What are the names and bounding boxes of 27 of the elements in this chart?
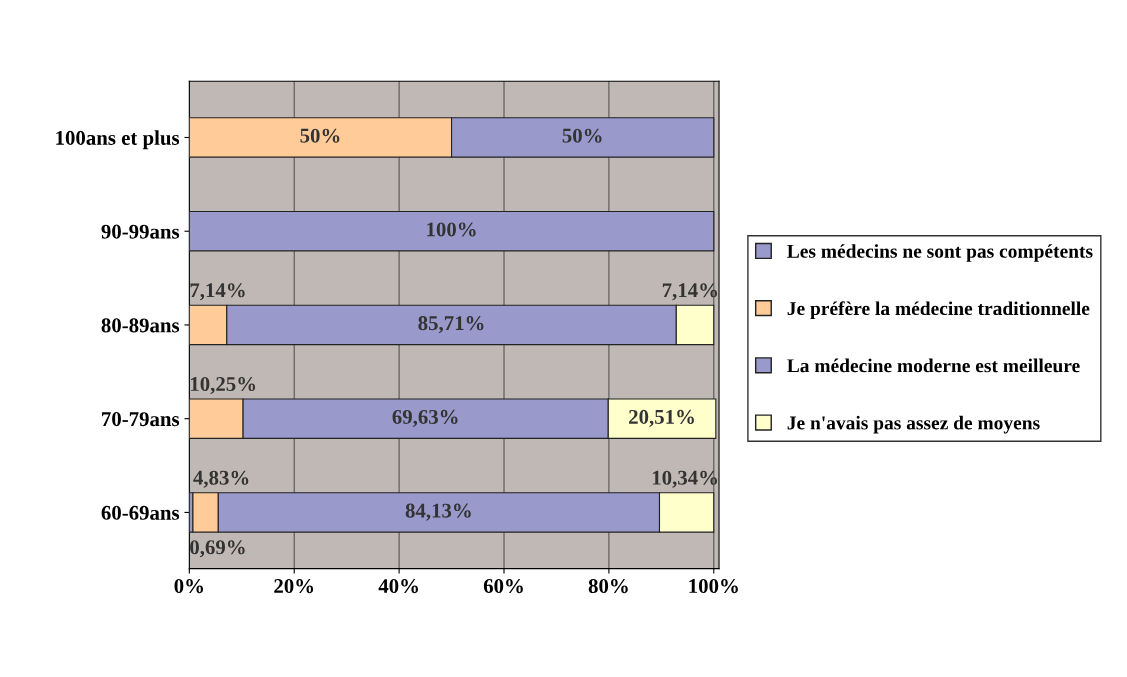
data-label: 50% xyxy=(300,128,340,143)
y-tick-label: 70-79ans xyxy=(102,412,180,427)
y-tick-label: 80-89ans xyxy=(101,318,180,333)
data-label: 7,14% xyxy=(190,283,245,301)
x-tick-label: 60% xyxy=(483,579,523,594)
y-tick-label: 60-69ans xyxy=(101,505,180,520)
legend-label: Les médecins ne sont pas compétents xyxy=(787,244,1093,262)
legend-label: Je n'avais pas assez de moyens xyxy=(787,415,1040,434)
x-tick-label: 40% xyxy=(378,579,418,594)
data-label: 69,63% xyxy=(392,409,458,427)
y-tick-label: 100ans et plus xyxy=(56,130,180,150)
legend-label: La médecine moderne est meilleure xyxy=(787,358,1080,373)
x-tick-label: 100% xyxy=(689,579,738,594)
data-label: 4,83% xyxy=(193,470,249,488)
data-label: 10,25% xyxy=(191,376,256,395)
y-tick-label: 90-99ans xyxy=(101,224,180,239)
x-tick-label: 0% xyxy=(174,579,204,594)
data-label: 50% xyxy=(562,128,602,143)
bar xyxy=(189,210,715,252)
data-label: 85,71% xyxy=(418,316,484,334)
data-label: 0,69% xyxy=(190,540,245,558)
x-tick-label: 20% xyxy=(274,579,314,594)
data-label: 100% xyxy=(427,222,476,237)
data-label: 84,13% xyxy=(405,503,471,521)
data-label: 20,51% xyxy=(629,409,694,427)
legend-label: Je préfère la médecine traditionnelle xyxy=(787,301,1090,320)
x-tick-label: 80% xyxy=(588,579,628,594)
